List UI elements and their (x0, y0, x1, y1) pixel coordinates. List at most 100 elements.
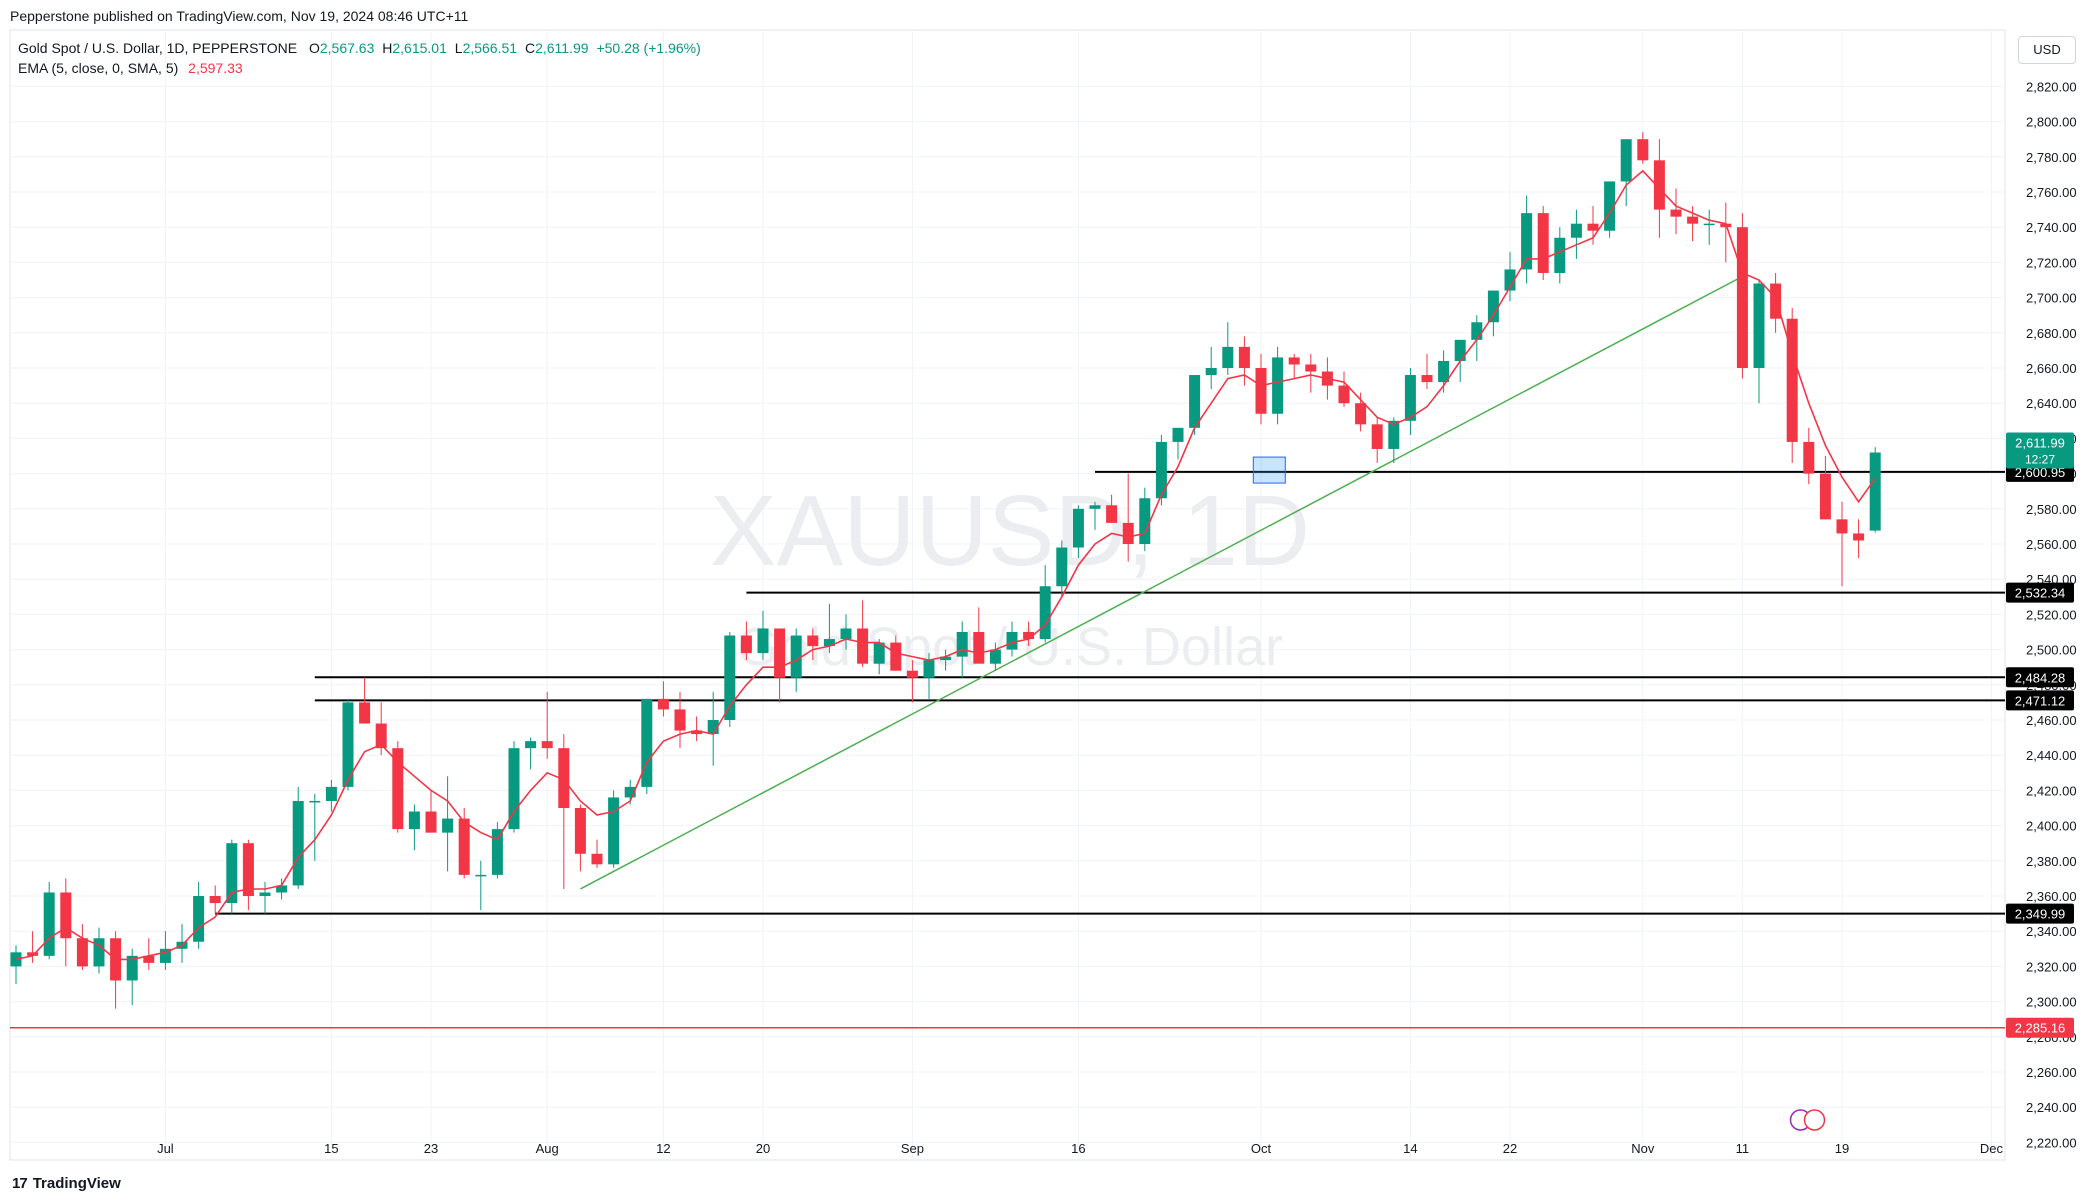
low-value: 2,566.51 (462, 40, 518, 56)
y-tick-label: 2,660.00 (2026, 361, 2077, 376)
candle-body (873, 642, 885, 664)
candle-body (1637, 139, 1649, 161)
candle-body (740, 635, 752, 654)
candle-body (890, 642, 902, 671)
candle-body (143, 955, 155, 963)
candle-body (807, 635, 819, 647)
candle-body (458, 818, 470, 875)
red-level-label-bg (2006, 1017, 2074, 1038)
candle-body (1371, 424, 1383, 449)
candle-body (1836, 519, 1848, 534)
tradingview-logo-icon: 17 (12, 1175, 28, 1192)
currency-button[interactable]: USD (2018, 36, 2076, 64)
candle-body (1039, 586, 1051, 640)
candle-body (674, 709, 686, 731)
level-label: 2,532.34 (2015, 586, 2066, 601)
candle-body (691, 730, 703, 735)
candle-body (1670, 209, 1682, 217)
candle-body (1355, 403, 1367, 425)
tradingview-logo[interactable]: 17 TradingView (12, 1175, 121, 1192)
red-level-label: 2,285.16 (2015, 1021, 2066, 1036)
candle-body (1570, 223, 1582, 238)
price-labels: 2,600.95 2,532.34 2,484.28 2,471.12 2,349.99… (1789, 432, 2074, 1131)
candle-body (541, 741, 553, 749)
candle-body (1554, 237, 1566, 273)
candle-body (76, 938, 88, 967)
y-tick-label: 2,420.00 (2026, 783, 2077, 798)
x-tick-label: 12 (656, 1141, 670, 1156)
candle-body (1438, 360, 1450, 383)
trendline-segment (580, 275, 1743, 890)
plot-border (9, 29, 2006, 1161)
x-tick-label: Oct (1251, 1141, 1272, 1156)
y-tick-label: 2,300.00 (2026, 995, 2077, 1010)
candle-body (1687, 216, 1699, 224)
ema-line (15, 169, 1876, 961)
trendline (580, 275, 1743, 890)
touch-highlight-box (1252, 456, 1286, 484)
support-levels (10, 470, 2005, 1029)
candle-body (392, 748, 404, 830)
x-tick-label: 15 (324, 1141, 338, 1156)
candle-body (1454, 339, 1466, 361)
publisher-line: Pepperstone published on TradingView.com… (10, 8, 469, 24)
candle-body (1222, 346, 1234, 368)
candle-body (1155, 441, 1167, 499)
candle-body (1238, 346, 1250, 368)
candle-body (27, 952, 39, 956)
y-tick-label: 2,340.00 (2026, 924, 2077, 939)
candle-body (923, 660, 935, 678)
y-tick-label: 2,700.00 (2026, 291, 2077, 306)
symbol-description[interactable]: Gold Spot / U.S. Dollar, 1D, PEPPERSTONE (18, 40, 298, 56)
axes: 2,220.002,240.002,260.002,280.002,300.00… (157, 79, 2077, 1156)
candle-body (43, 892, 55, 956)
candle-body (1205, 368, 1217, 376)
candle-body (608, 797, 620, 865)
candle-body (1803, 441, 1815, 474)
candle-body (641, 698, 653, 787)
candle-body (1604, 181, 1616, 231)
ema-value: 2,597.33 (188, 60, 243, 76)
ema-label[interactable]: EMA (5, close, 0, SMA, 5) (18, 60, 179, 76)
candle-body (707, 720, 719, 735)
candle-body (525, 741, 537, 749)
candle-body (342, 702, 354, 787)
candle-body (956, 632, 968, 657)
candle-body (757, 628, 769, 654)
ohlc-line: Gold Spot / U.S. Dollar, 1D, PEPPERSTONE… (18, 40, 701, 56)
candle-body (159, 948, 171, 963)
x-tick-label: Jul (157, 1141, 174, 1156)
candle-body (1504, 269, 1516, 291)
candle-body (1653, 160, 1665, 210)
y-tick-label: 2,680.00 (2026, 326, 2077, 341)
level-label: 2,600.95 (2015, 465, 2066, 480)
candle-body (276, 885, 288, 893)
y-tick-label: 2,500.00 (2026, 643, 2077, 658)
x-tick-label: 19 (1835, 1141, 1849, 1156)
candle-body (1471, 322, 1483, 340)
y-tick-label: 2,640.00 (2026, 396, 2077, 411)
candle-body (1072, 508, 1084, 548)
candle-body (292, 800, 304, 886)
x-tick-label: Sep (901, 1141, 924, 1156)
candle-body (1056, 547, 1068, 587)
candle-body (657, 698, 669, 710)
candle-body (193, 896, 205, 942)
candle-body (624, 786, 636, 798)
candle-body (1288, 357, 1300, 365)
candle-body (1869, 452, 1881, 531)
candle-body (774, 628, 786, 678)
ema-line: EMA (5, close, 0, SMA, 5) 2,597.33 (18, 58, 701, 78)
candle-body (1388, 420, 1400, 449)
y-tick-label: 2,320.00 (2026, 959, 2077, 974)
last-price-label-bg (2006, 432, 2074, 469)
y-tick-label: 2,360.00 (2026, 889, 2077, 904)
x-tick-label: 14 (1403, 1141, 1417, 1156)
candle-body (906, 670, 918, 678)
candle-body (790, 635, 802, 678)
x-tick-label: 23 (424, 1141, 438, 1156)
x-tick-label: 20 (756, 1141, 770, 1156)
y-tick-label: 2,380.00 (2026, 854, 2077, 869)
level-label-bg (2006, 582, 2074, 603)
